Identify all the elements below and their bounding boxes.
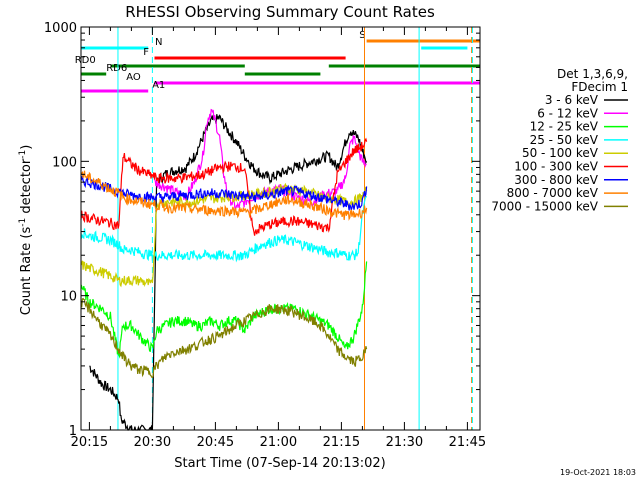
x-tick-label: 21:45 [449, 435, 486, 450]
series-line [80, 297, 368, 379]
y-tick-label: 100 [52, 155, 77, 170]
y-tick-label: 1 [69, 424, 77, 439]
y-axis-label-sup: -1 [18, 218, 28, 227]
flag-bar-label: F [143, 47, 149, 58]
legend-label: 800 - 7000 keV [507, 186, 599, 200]
y-tick-label: 1000 [44, 21, 77, 36]
flag-bar-label: N [155, 37, 162, 48]
flag-bar-label: S [359, 30, 365, 41]
legend-label: 50 - 100 keV [522, 146, 599, 160]
y-axis-ticks: 1 10 100 1000 [44, 21, 480, 439]
plot-frame [80, 26, 481, 431]
legend-label: 25 - 50 keV [530, 133, 599, 147]
y-axis-label: Count Rate (s-1 detector-1) [18, 145, 34, 316]
x-tick-label: 20:45 [197, 435, 234, 450]
legend-label: 300 - 800 keV [514, 173, 598, 187]
x-tick-label: 20:15 [71, 435, 108, 450]
y-tick-label: 10 [60, 290, 77, 305]
legend-label: 12 - 25 keV [530, 120, 599, 134]
legend-header: FDecim 1 [571, 80, 628, 94]
y-axis-label-part-1: Count Rate (s [19, 227, 34, 316]
y-axis-label-part-3: ) [19, 145, 34, 150]
x-axis-ticks: 20:15 20:30 20:45 21:00 21:15 21:30 21:45 [71, 27, 486, 450]
legend-header: Det 1,3,6,9, [557, 67, 628, 81]
legend-label: 6 - 12 keV [537, 106, 599, 120]
flag-bar-label: AO [126, 72, 141, 83]
series-line [80, 137, 368, 236]
series-line [80, 261, 368, 359]
legend-label: 100 - 300 keV [514, 160, 598, 174]
series-line [80, 195, 368, 263]
y-axis-label-part-2: detector [19, 158, 34, 218]
flag-bar-label: A1 [152, 80, 165, 91]
x-tick-label: 20:30 [134, 435, 171, 450]
x-tick-label: 21:00 [260, 435, 297, 450]
x-axis-label: Start Time (07-Sep-14 20:13:02) [174, 456, 385, 471]
legend-label: 7000 - 15000 keV [491, 199, 598, 213]
x-tick-label: 21:15 [323, 435, 360, 450]
x-tick-label: 21:30 [386, 435, 423, 450]
series-line [80, 170, 368, 221]
y-axis-label-sup-2: -1 [18, 150, 28, 159]
series-line [80, 175, 368, 211]
footer-timestamp: 19-Oct-2021 18:03 [560, 468, 636, 477]
flag-bar-label: RD6 [106, 63, 127, 74]
chart-title: RHESSI Observing Summary Count Rates [125, 3, 435, 21]
flag-bar-label: RD0 [75, 55, 96, 66]
legend-label: 3 - 6 keV [545, 93, 599, 107]
